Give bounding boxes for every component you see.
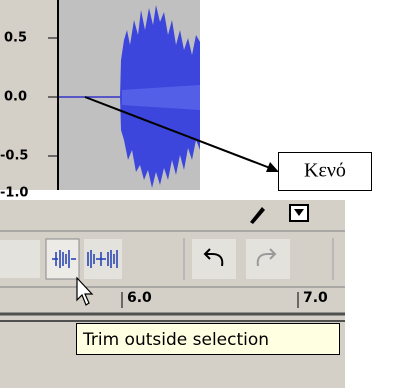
amplitude-label: -0.5	[0, 149, 28, 164]
arrow-head	[266, 162, 279, 172]
waveform-panel: 0.5 0.0 -0.5 -1.0	[0, 0, 200, 201]
tooltip	[76, 323, 340, 355]
toolbar-panel: 6.0 7.0 Trim outside selection	[0, 200, 345, 388]
undo-icon	[203, 248, 224, 267]
redo-button[interactable]	[246, 239, 290, 279]
paste-button[interactable]	[0, 240, 40, 278]
mouse-cursor	[76, 276, 94, 306]
ruler-label: 6.0	[127, 290, 152, 306]
draw-tool-icon	[250, 207, 265, 224]
amplitude-label: 0.5	[4, 31, 27, 46]
amplitude-label: -1.0	[0, 186, 28, 201]
tooltip-text: Trim outside selection	[82, 330, 269, 350]
ruler-label: 7.0	[303, 290, 328, 306]
callout-box	[278, 152, 372, 191]
silence-icon	[87, 250, 118, 268]
menu-arrow	[294, 209, 304, 216]
trim-icon	[52, 250, 76, 268]
callout-label: Κενό	[304, 160, 346, 182]
callout-arrow	[84, 96, 271, 169]
amplitude-label: 0.0	[4, 90, 27, 105]
vertical-ruler	[0, 0, 57, 190]
undo-button[interactable]	[192, 239, 236, 279]
time-ruler	[0, 287, 345, 309]
redo-icon	[256, 248, 277, 267]
waveform-rms	[122, 85, 200, 110]
